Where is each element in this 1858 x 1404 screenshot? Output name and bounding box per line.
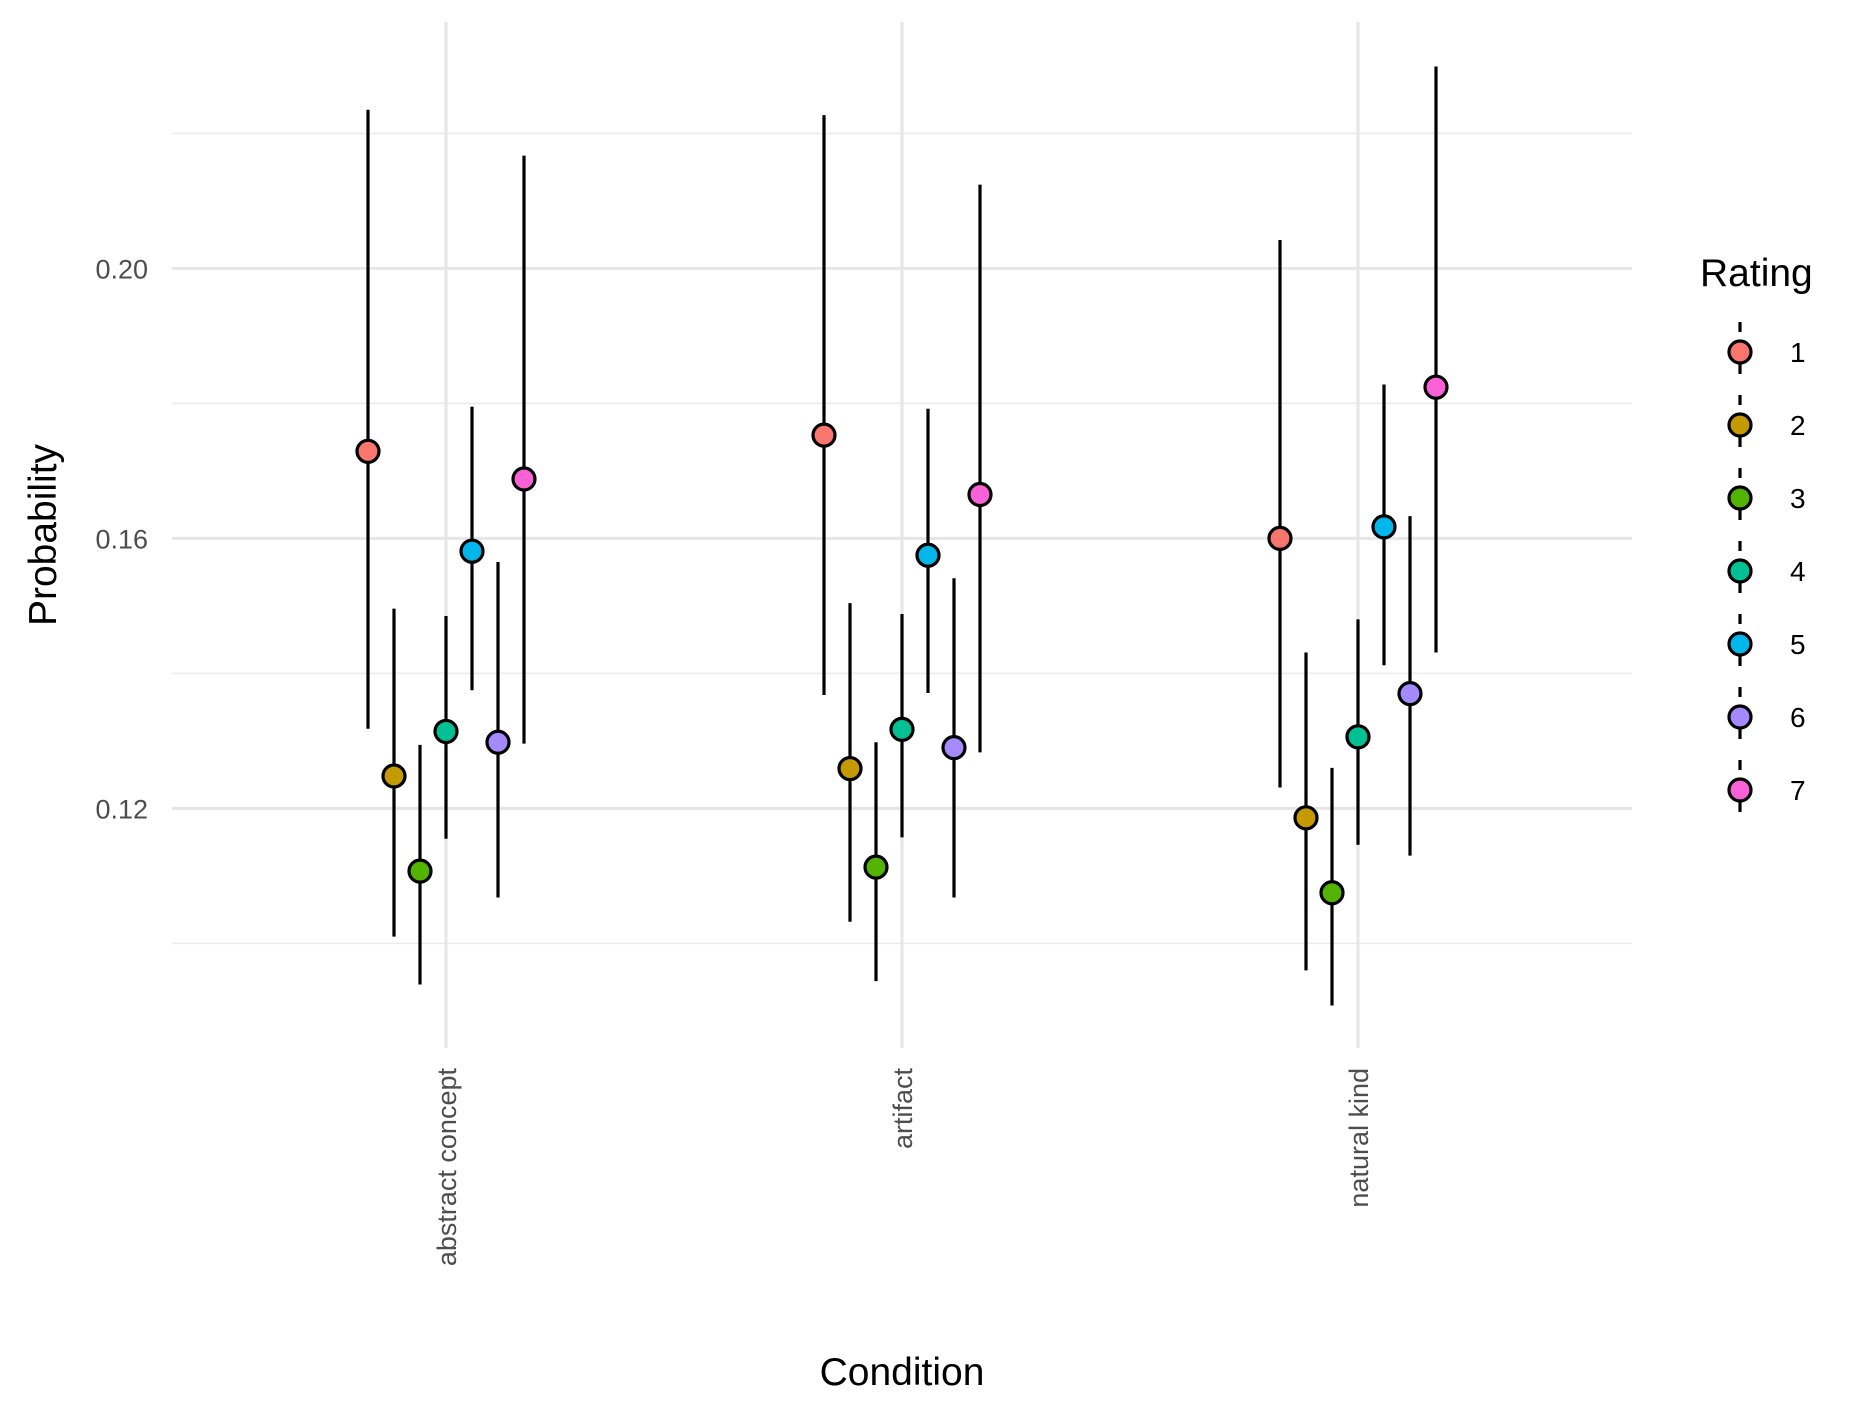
legend-key-point — [1727, 339, 1753, 365]
data-point — [355, 438, 381, 464]
x-tick-label: natural kind — [1344, 1068, 1374, 1208]
legend-title: Rating — [1700, 252, 1813, 295]
data-point — [1371, 514, 1397, 540]
data-point — [511, 466, 537, 492]
legend-label: 6 — [1790, 702, 1806, 733]
data-point — [1423, 374, 1449, 400]
data-point — [967, 481, 993, 508]
data-point — [1293, 805, 1319, 831]
data-point — [485, 729, 511, 755]
data-point — [381, 763, 407, 789]
series-4 — [433, 613, 1371, 845]
data-point — [941, 735, 967, 761]
data-point — [889, 716, 915, 743]
series-2 — [381, 603, 1319, 971]
x-axis-tick-labels: abstract concept artifact natural kind — [432, 1068, 1374, 1267]
legend-label: 5 — [1790, 629, 1806, 660]
data-point — [459, 538, 485, 564]
legend-key-point — [1727, 631, 1753, 657]
series-7 — [511, 66, 1449, 753]
legend-label: 3 — [1790, 483, 1806, 514]
x-axis-title: Condition — [820, 1351, 985, 1394]
data-point — [1345, 724, 1371, 750]
legend-item: 7 — [1727, 760, 1806, 820]
plot-marks — [355, 66, 1449, 1006]
legend-label: 4 — [1790, 556, 1806, 587]
y-tick-label: 0.20 — [95, 254, 148, 284]
legend-label: 7 — [1790, 775, 1806, 806]
legend-item: 4 — [1727, 541, 1806, 601]
data-point — [863, 854, 889, 880]
legend-item: 1 — [1727, 322, 1806, 382]
series-3 — [407, 742, 1345, 1006]
data-point — [407, 858, 433, 884]
legend-item: 5 — [1727, 614, 1806, 674]
data-point — [1319, 880, 1345, 906]
y-axis-title: Probability — [22, 443, 65, 626]
data-point — [1267, 525, 1293, 551]
legend-key-point — [1727, 558, 1753, 584]
legend-item: 6 — [1727, 687, 1806, 747]
legend-label: 2 — [1790, 410, 1806, 441]
legend-key-point — [1727, 412, 1753, 438]
y-axis-tick-labels: 0.12 0.16 0.20 — [95, 254, 148, 824]
legend-label: 1 — [1790, 337, 1806, 368]
grid-major — [172, 22, 1632, 1048]
x-tick-label: artifact — [888, 1068, 918, 1150]
y-tick-label: 0.12 — [95, 794, 148, 824]
data-point — [1397, 681, 1423, 707]
legend-item: 2 — [1727, 395, 1806, 455]
data-point — [811, 422, 837, 448]
data-point — [837, 755, 863, 782]
data-point — [915, 542, 941, 568]
legend-key-point — [1727, 777, 1753, 803]
series-1 — [355, 109, 1293, 788]
legend: Rating 1 2 3 4 5 6 7 — [1700, 252, 1813, 820]
legend-key-point — [1727, 485, 1753, 511]
data-point — [433, 718, 459, 745]
series-5 — [459, 384, 1397, 693]
y-tick-label: 0.16 — [95, 524, 148, 554]
x-tick-label: abstract concept — [432, 1068, 462, 1267]
series-6 — [485, 516, 1423, 898]
legend-key-point — [1727, 704, 1753, 730]
legend-item: 3 — [1727, 468, 1806, 528]
